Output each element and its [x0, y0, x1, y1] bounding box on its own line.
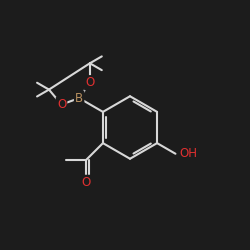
Text: B: B: [75, 92, 83, 104]
Text: O: O: [85, 76, 94, 89]
Text: O: O: [57, 98, 66, 111]
Text: OH: OH: [179, 147, 197, 160]
Text: O: O: [82, 176, 91, 189]
